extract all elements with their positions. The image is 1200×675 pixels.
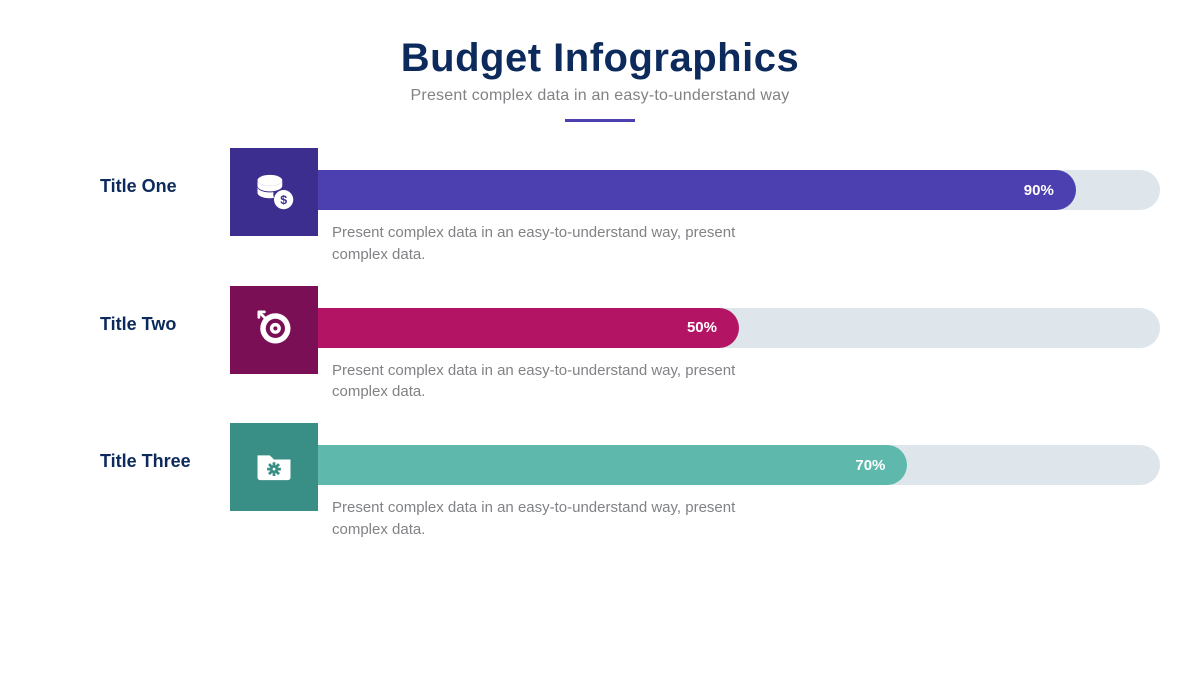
icon-box: $	[230, 148, 318, 236]
svg-text:$: $	[280, 192, 287, 206]
icon-box	[230, 423, 318, 511]
coins-dollar-icon: $	[252, 168, 296, 217]
bar-fill: 50%	[318, 308, 739, 348]
bar-row: Title One $ 90% Presen	[100, 148, 1160, 266]
bar-wrap: 90%	[318, 170, 1160, 210]
bar-track: 90%	[318, 170, 1160, 210]
bar-track: 50%	[318, 308, 1160, 348]
bar-wrap: 50%	[318, 308, 1160, 348]
row-title: Title Three	[100, 451, 230, 472]
row-right: 70% Present complex data in an easy-to-u…	[318, 423, 1160, 541]
bar-row: Title Two 50% Present	[100, 286, 1160, 404]
title-underline	[565, 119, 635, 122]
row-description: Present complex data in an easy-to-under…	[318, 360, 758, 404]
row-right: 50% Present complex data in an easy-to-u…	[318, 286, 1160, 404]
bar-value-label: 50%	[687, 319, 717, 336]
bar-row: Title Three	[100, 423, 1160, 541]
bar-value-label: 90%	[1024, 182, 1054, 199]
row-left: Title Three	[100, 423, 230, 472]
bar-rows: Title One $ 90% Presen	[0, 148, 1200, 541]
row-right: 90% Present complex data in an easy-to-u…	[318, 148, 1160, 266]
row-title: Title One	[100, 176, 230, 197]
folder-gear-icon	[252, 443, 296, 492]
target-icon	[252, 305, 296, 354]
row-description: Present complex data in an easy-to-under…	[318, 222, 758, 266]
bar-wrap: 70%	[318, 445, 1160, 485]
row-left: Title Two	[100, 286, 230, 335]
row-description: Present complex data in an easy-to-under…	[318, 497, 758, 541]
bar-fill: 90%	[318, 170, 1076, 210]
bar-track: 70%	[318, 445, 1160, 485]
bar-fill: 70%	[318, 445, 907, 485]
icon-box	[230, 286, 318, 374]
header: Budget Infographics Present complex data…	[0, 0, 1200, 122]
row-left: Title One	[100, 148, 230, 197]
row-title: Title Two	[100, 314, 230, 335]
bar-value-label: 70%	[855, 457, 885, 474]
page-subtitle: Present complex data in an easy-to-under…	[0, 87, 1200, 105]
page-title: Budget Infographics	[0, 36, 1200, 81]
